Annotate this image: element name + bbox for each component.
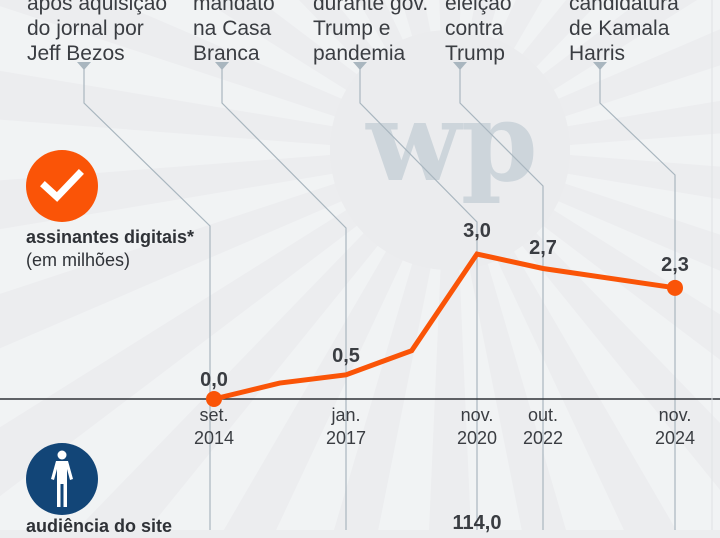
audience-title: audiência do site — [26, 516, 173, 536]
series-line — [213, 251, 676, 402]
connector-arrow — [353, 62, 367, 70]
data-label: 2,7 — [529, 236, 557, 259]
background-ray — [513, 245, 720, 530]
annotation-2020-election: eleição contra Trump — [445, 0, 512, 65]
x-tick-label-line: nov. — [658, 405, 692, 425]
x-tick-label: out. 2022 — [498, 404, 588, 450]
x-tick-label: nov. 2020 — [432, 404, 522, 450]
series-endpoint-marker — [667, 279, 683, 296]
annotation-2024: candidatura de Kamala Harris — [569, 0, 679, 65]
data-label: 3,0 — [463, 220, 491, 242]
background-ray — [384, 0, 413, 40]
annotation-2014: após aquisição do jornal por Jeff Bezos — [27, 0, 168, 65]
connector-line — [83, 68, 211, 530]
x-tick-label-line: jan. — [331, 405, 361, 425]
connector-arrow — [593, 62, 607, 70]
background-ray — [536, 0, 642, 75]
subscribers-unit: (em milhões) — [26, 250, 131, 270]
series-endpoint-marker — [206, 391, 222, 407]
audience-label: audiência do site — [26, 515, 172, 538]
wp-watermark-logo: wp — [365, 77, 538, 206]
connector-arrow — [215, 62, 229, 70]
background-ray — [513, 0, 567, 55]
audience-icon-badge — [26, 443, 98, 515]
background-ray — [258, 0, 364, 75]
background-ray — [487, 0, 516, 40]
annotation-2020-pandemic: durante gov. Trump e pandemia — [313, 0, 429, 65]
background-ray — [459, 0, 476, 32]
series-subscribers — [206, 251, 683, 407]
connector-line — [359, 68, 478, 530]
background-ray-center — [330, 30, 570, 270]
background-ray — [333, 0, 387, 55]
background-ray — [112, 0, 347, 99]
data-label: 0,0 — [200, 369, 228, 391]
x-tick-label-line: nov. — [460, 405, 494, 425]
x-tick-label: set. 2014 — [169, 404, 259, 450]
connector-line — [459, 68, 544, 530]
annotation-connectors — [77, 62, 676, 530]
background-ray — [565, 173, 720, 235]
connector-line — [221, 68, 347, 530]
subscribers-label: assinantes digitais* (em milhões) — [26, 226, 194, 272]
x-tick-label-line: out. — [527, 405, 559, 425]
x-tick-label-line: 2024 — [654, 428, 696, 448]
x-tick-label: nov. 2024 — [630, 404, 720, 450]
background-ray — [487, 260, 624, 530]
x-tick-label-line: set. — [199, 405, 229, 425]
x-tick-label-line: 2022 — [522, 428, 564, 448]
connector-line — [599, 68, 676, 530]
background-ray — [569, 133, 720, 167]
subscribers-icon-badge — [26, 150, 98, 222]
background-ray — [276, 260, 413, 530]
audience-value-2020: 114,0 — [452, 512, 502, 534]
connector-arrow — [77, 62, 91, 70]
x-tick-label-line: 2014 — [193, 428, 235, 448]
subscribers-title: assinantes digitais* — [26, 227, 195, 247]
background-ray — [565, 65, 720, 127]
background-ray — [424, 0, 441, 32]
background-ray — [0, 225, 364, 530]
data-label: 0,5 — [332, 344, 360, 367]
x-tick-label-line: 2020 — [456, 428, 498, 448]
background-ray — [0, 6, 335, 127]
checkmark-icon — [40, 169, 84, 202]
background-ray — [0, 173, 335, 294]
x-tick-label: jan. 2017 — [301, 404, 391, 450]
annotation-2017: mandato na Casa Branca — [193, 0, 275, 65]
person-icon — [51, 450, 73, 507]
x-tick-label-line: 2017 — [325, 428, 367, 448]
background-ray — [553, 0, 720, 99]
data-label: 2,3 — [661, 253, 689, 276]
background-ray — [0, 201, 347, 428]
connector-arrow — [453, 62, 467, 70]
